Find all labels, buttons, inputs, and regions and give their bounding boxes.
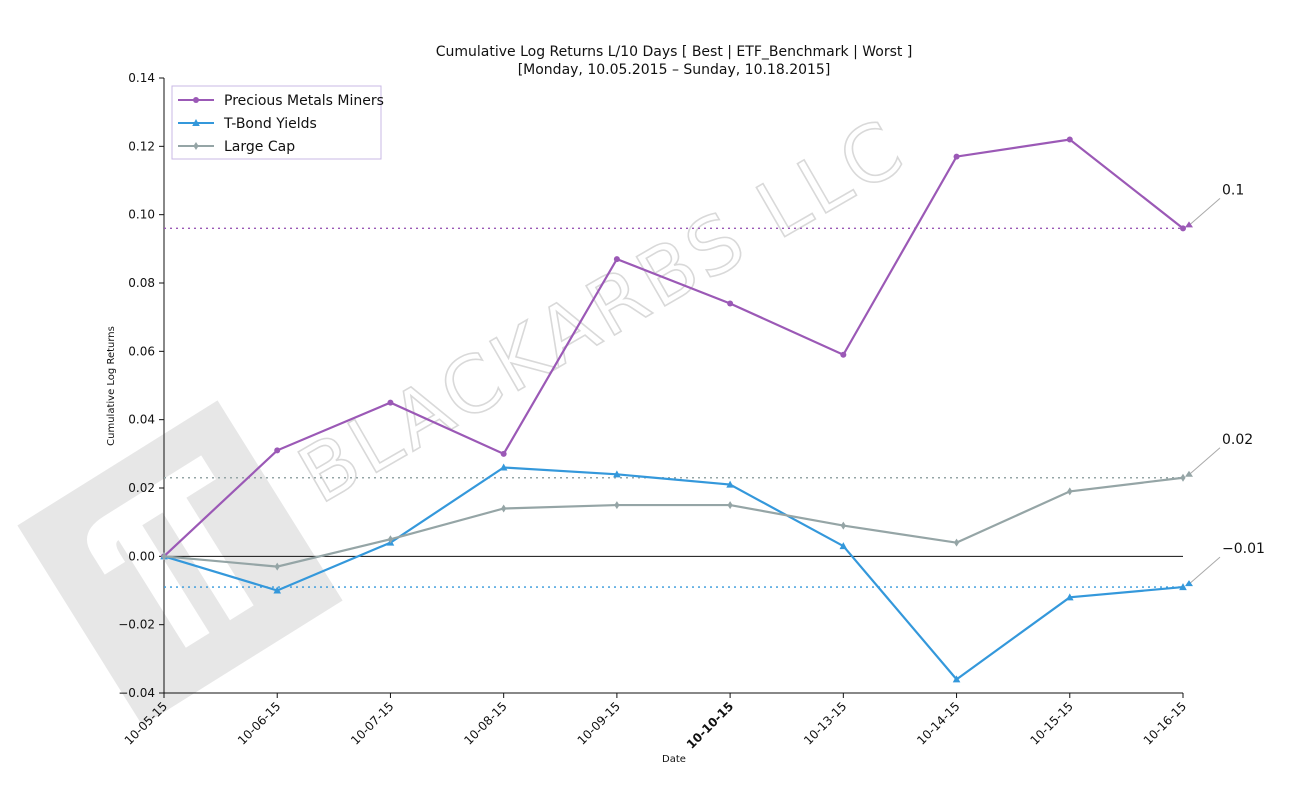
y-tick-label: 0.08 (128, 276, 155, 290)
legend-label: Large Cap (224, 139, 295, 155)
diamond-marker (387, 535, 394, 544)
final-value-annotations: 0.1 −0.01 0.02 (1185, 182, 1265, 587)
annotation-leader (1188, 197, 1221, 226)
diamond-marker (953, 538, 960, 547)
diamond-marker (840, 521, 846, 530)
x-tick-label: 10-16-15 (1141, 699, 1189, 747)
x-tick-label: 10-15-15 (1027, 699, 1075, 747)
y-tick-label: 0.10 (128, 208, 155, 222)
circle-marker (727, 300, 734, 307)
y-tick-label: −0.02 (118, 618, 155, 632)
triangle-marker (273, 586, 282, 594)
circle-marker (1180, 225, 1186, 232)
circle-marker (953, 153, 960, 160)
triangle-marker (726, 480, 734, 488)
watermark-logo (17, 400, 343, 726)
chart-subtitle: [Monday, 10.05.2015 – Sunday, 10.18.2015… (518, 62, 831, 78)
diamond-marker (614, 501, 620, 510)
legend-label: T-Bond Yields (223, 116, 317, 132)
annotation-arrow (1185, 580, 1193, 587)
y-tick-label: 0.04 (128, 413, 155, 427)
circle-marker (613, 256, 620, 263)
y-tick-label: 0.00 (128, 549, 155, 563)
y-tick-label: 0.14 (128, 71, 155, 85)
x-tick-label: 10-08-15 (461, 699, 509, 747)
diamond-marker (727, 501, 733, 510)
x-tick-label: 10-14-15 (914, 699, 962, 747)
x-tick-label: 10-06-15 (235, 699, 283, 747)
series-line (163, 138, 1184, 558)
watermark-text: BLACKARBS LLC (285, 102, 921, 521)
legend: Precious Metals Miners T-Bond Yields Large… (171, 85, 384, 160)
triangle-marker (1065, 593, 1074, 601)
chart-title: Cumulative Log Returns L/10 Days [ Best … (436, 44, 913, 60)
circle-marker (387, 399, 394, 406)
x-tick-label: 10-07-15 (348, 699, 396, 747)
y-tick-label: 0.12 (128, 139, 155, 153)
diamond-marker (1180, 473, 1186, 482)
triangle-marker (192, 119, 200, 126)
diamond-marker (1067, 487, 1073, 496)
triangle-marker (499, 463, 508, 471)
annotation-label: −0.01 (1222, 541, 1265, 557)
triangle-marker (613, 470, 621, 478)
annotation-leader (1188, 556, 1221, 585)
circle-marker (193, 97, 199, 103)
circle-marker (500, 450, 507, 457)
circle-marker (274, 447, 281, 454)
annotation-leader (1188, 447, 1221, 476)
annotation-arrow (1185, 221, 1193, 228)
annotation-label: 0.02 (1222, 432, 1253, 448)
x-axis-label: Date (662, 754, 686, 765)
diamond-marker (501, 504, 507, 513)
annotation-arrow (1185, 470, 1193, 477)
triangle-marker (1179, 583, 1187, 591)
diamond-marker (161, 552, 167, 561)
series-line (163, 466, 1184, 681)
y-axis-label: Cumulative Log Returns (106, 326, 117, 446)
y-tick-label: 0.06 (128, 344, 155, 358)
triangle-marker (839, 542, 848, 550)
legend-label: Precious Metals Miners (224, 93, 384, 109)
y-ticks: 0.14 0.12 0.10 0.08 0.06 0.04 0.02 0.00 −0.02 −0.… (118, 71, 164, 700)
reference-lines (164, 227, 1183, 588)
x-tick-label: 10-09-15 (575, 699, 623, 747)
pi-logo-icon (86, 455, 254, 648)
series-large-cap (161, 473, 1186, 571)
annotation-label: 0.1 (1222, 182, 1244, 198)
circle-marker (840, 351, 847, 358)
series-line (163, 476, 1184, 568)
x-ticks: 10-05-15 10-06-15 10-07-15 10-08-15 10-09-15… (122, 693, 1189, 752)
y-tick-label: 0.02 (128, 481, 155, 495)
y-tick-label: −0.04 (118, 686, 155, 700)
x-tick-label: 10-10-15 (684, 699, 736, 751)
diamond-marker (193, 142, 199, 150)
diamond-marker (274, 562, 280, 571)
series-group (160, 136, 1187, 683)
triangle-marker (952, 675, 961, 683)
circle-marker (1066, 136, 1073, 143)
x-tick-label: 10-13-15 (801, 699, 849, 747)
